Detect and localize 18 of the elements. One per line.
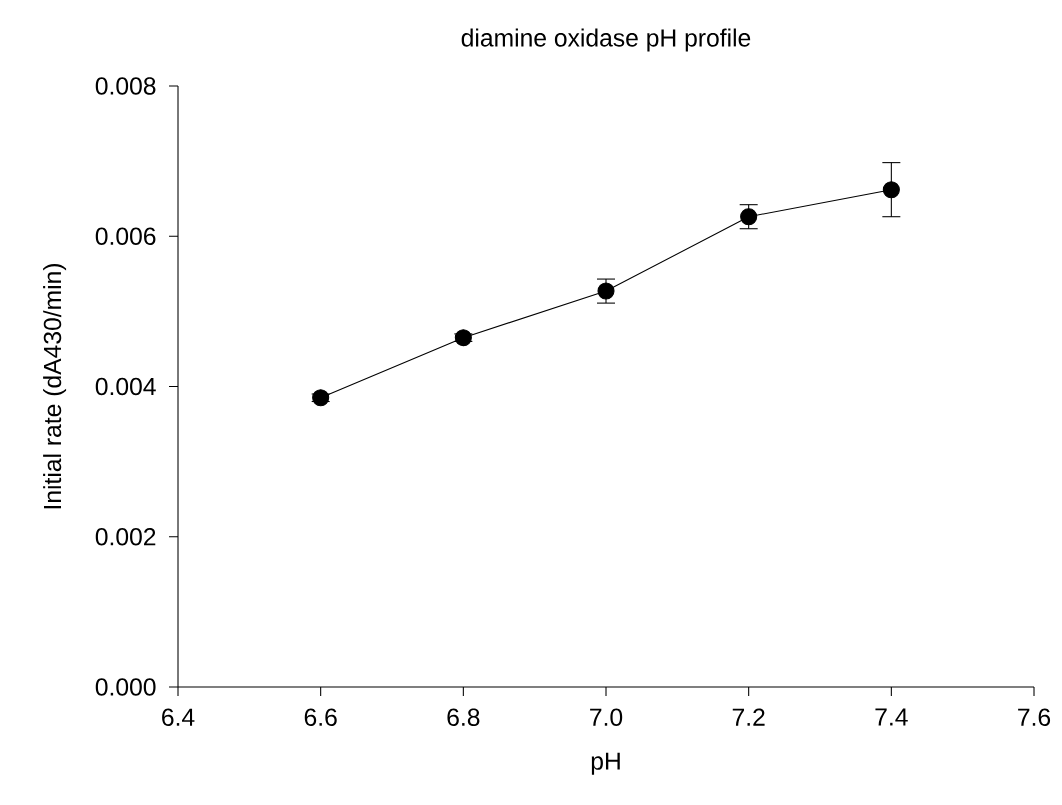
x-tick-label: 7.2 [732, 708, 765, 726]
chart-title: diamine oxidase pH profile [461, 28, 751, 52]
x-tick-label: 7.6 [1018, 708, 1051, 726]
point [454, 329, 472, 347]
point [312, 389, 330, 407]
x-axis-title: pH [591, 752, 620, 775]
x-tick-label: 7.4 [875, 708, 908, 726]
y-tick-label: 0.004 [95, 377, 156, 396]
y-tick-label: 0.000 [95, 678, 156, 696]
x-tick-label: 6.8 [447, 708, 480, 726]
y-tick-label: 0.002 [95, 528, 156, 546]
x-tick-label: 7.0 [590, 708, 623, 726]
y-tick-label: 0.008 [95, 77, 156, 95]
y-tick-label: 0.006 [95, 227, 156, 245]
point [882, 181, 900, 199]
y-axis-title: Initial rate (dA430/min) [43, 263, 67, 509]
x-tick-label: 6.4 [162, 708, 195, 726]
x-tick-label: 6.6 [304, 708, 337, 726]
